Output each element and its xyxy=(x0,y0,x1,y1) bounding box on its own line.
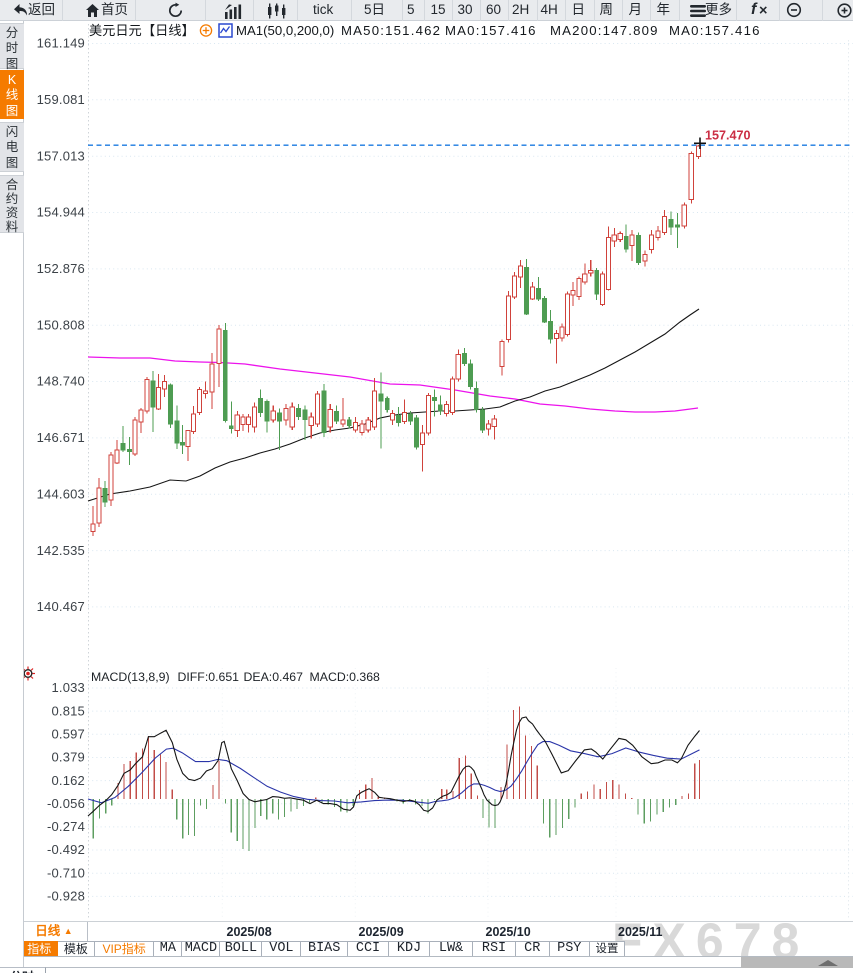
svg-text:美元日元: 美元日元 xyxy=(89,23,142,38)
svg-text:-0.928: -0.928 xyxy=(47,889,85,904)
svg-text:154.944: 154.944 xyxy=(37,205,85,220)
svg-text:148.740: 148.740 xyxy=(37,374,85,389)
svg-text:DIFF:0.651: DIFF:0.651 xyxy=(178,670,240,684)
svg-text:0.379: 0.379 xyxy=(51,750,85,765)
svg-text:-0.274: -0.274 xyxy=(47,819,85,834)
svg-text:152.876: 152.876 xyxy=(37,261,85,276)
svg-text:MA50:151.462: MA50:151.462 xyxy=(341,23,441,38)
svg-text:150.808: 150.808 xyxy=(37,317,85,332)
svg-text:【日线】: 【日线】 xyxy=(142,23,195,38)
svg-text:-0.710: -0.710 xyxy=(47,865,85,880)
svg-text:MA200:147.809: MA200:147.809 xyxy=(550,23,659,38)
svg-text:140.467: 140.467 xyxy=(37,599,85,614)
svg-text:157.013: 157.013 xyxy=(37,148,85,163)
svg-text:157.470: 157.470 xyxy=(705,129,751,143)
svg-text:159.081: 159.081 xyxy=(37,92,85,107)
svg-text:MACD:0.368: MACD:0.368 xyxy=(310,670,381,684)
svg-text:161.149: 161.149 xyxy=(37,36,85,51)
svg-text:MA0:157.416: MA0:157.416 xyxy=(669,23,761,38)
svg-text:MACD(13,8,9): MACD(13,8,9) xyxy=(91,670,170,684)
svg-text:144.603: 144.603 xyxy=(37,486,85,501)
svg-text:DEA:0.467: DEA:0.467 xyxy=(244,670,304,684)
svg-text:1.033: 1.033 xyxy=(51,680,85,695)
svg-text:-0.492: -0.492 xyxy=(47,842,85,857)
svg-text:0.815: 0.815 xyxy=(51,703,85,718)
svg-text:146.671: 146.671 xyxy=(37,430,85,445)
svg-text:0.597: 0.597 xyxy=(51,727,85,742)
svg-text:-0.056: -0.056 xyxy=(47,796,85,811)
svg-text:142.535: 142.535 xyxy=(37,543,85,558)
svg-text:MA0:157.416: MA0:157.416 xyxy=(445,23,537,38)
svg-text:0.162: 0.162 xyxy=(51,773,85,788)
svg-text:MA1(50,0,200,0): MA1(50,0,200,0) xyxy=(236,23,334,38)
